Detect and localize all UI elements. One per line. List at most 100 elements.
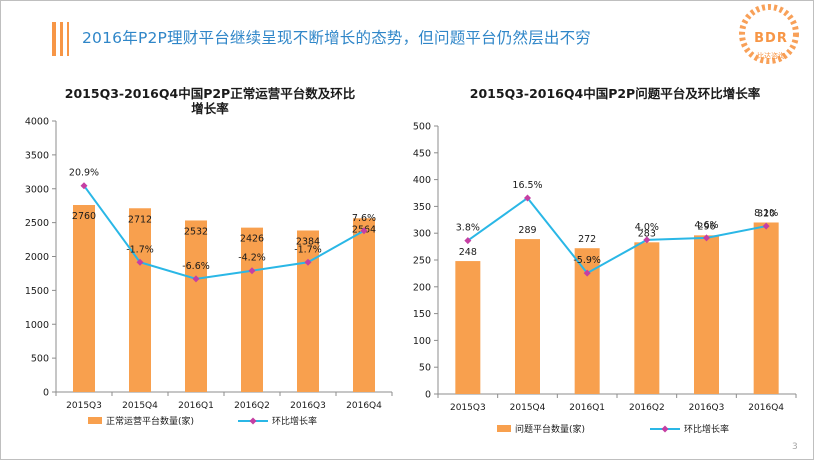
- y-tick-label: 0: [425, 390, 431, 401]
- line-value-label: 7.6%: [352, 213, 376, 224]
- y-tick-label: 50: [419, 363, 431, 374]
- page-number: 3: [792, 442, 798, 452]
- x-tick-label: 2016Q1: [569, 403, 605, 413]
- y-tick-label: 300: [413, 229, 431, 240]
- y-tick-label: 350: [413, 202, 431, 213]
- y-tick-label: 400: [413, 175, 431, 186]
- line-value-label: -6.6%: [182, 261, 210, 272]
- line-point: [304, 258, 312, 266]
- bar: [455, 261, 481, 394]
- y-tick-label: 4000: [25, 117, 49, 128]
- chart-title-problem-platforms: 2015Q3-2016Q4中国P2P问题平台及环比增长率: [420, 86, 810, 101]
- y-tick-label: 2000: [25, 252, 49, 263]
- legend-bar-label: 正常运营平台数量(家): [106, 415, 194, 427]
- bar: [353, 218, 375, 392]
- bar: [185, 220, 207, 392]
- x-tick-label: 2016Q3: [689, 403, 725, 413]
- x-tick-label: 2015Q4: [510, 403, 546, 413]
- legend-bar-label: 问题平台数量(家): [515, 423, 585, 435]
- header-accent-bar: [52, 22, 56, 56]
- x-tick-label: 2016Q4: [748, 403, 784, 413]
- line-value-label: 20.9%: [69, 168, 99, 179]
- growth-line: [83, 185, 365, 280]
- bar: [241, 227, 263, 392]
- bar: [515, 239, 540, 394]
- y-tick-label: 0: [43, 388, 49, 399]
- y-tick-label: 3500: [25, 150, 49, 161]
- legend-line-marker: [661, 425, 669, 433]
- chart-title-line: 2015Q3-2016Q4中国P2P问题平台及环比增长率: [469, 86, 761, 101]
- chart-title-line: 2015Q3-2016Q4中国P2P正常运营平台数及环比: [64, 86, 356, 101]
- x-tick-label: 2016Q4: [346, 401, 382, 411]
- line-point: [248, 267, 256, 275]
- line-value-label: -1.7%: [126, 244, 154, 255]
- y-tick-label: 250: [413, 256, 431, 267]
- bar-value-label: 272: [578, 234, 596, 245]
- x-tick-label: 2016Q2: [234, 401, 270, 411]
- line-point: [643, 236, 651, 244]
- line-point: [80, 182, 88, 190]
- bar-value-label: 2532: [184, 226, 208, 237]
- y-tick-label: 500: [413, 122, 431, 133]
- logo-text: BDR: [754, 31, 788, 46]
- line-value-label: 8.1%: [754, 208, 778, 219]
- line-value-label: 4.0%: [635, 222, 659, 233]
- y-tick-label: 3000: [25, 184, 49, 195]
- line-point: [464, 237, 472, 245]
- x-tick-label: 2016Q3: [290, 401, 326, 411]
- line-value-label: -4.2%: [238, 253, 266, 264]
- legend-bar-swatch: [497, 425, 511, 432]
- bar: [634, 242, 660, 394]
- header-accent-bar: [67, 22, 69, 56]
- line-point: [762, 222, 770, 230]
- bar-value-label: 289: [518, 225, 536, 236]
- y-tick-label: 1500: [25, 286, 49, 297]
- y-tick-label: 450: [413, 148, 431, 159]
- bar-value-label: 2426: [240, 234, 264, 245]
- legend-line-label: 环比增长率: [272, 415, 317, 427]
- chart-title-line: 增长率: [191, 101, 229, 116]
- legend-line-label: 环比增长率: [684, 423, 729, 435]
- y-tick-label: 150: [413, 309, 431, 320]
- line-point: [583, 269, 591, 277]
- x-tick-label: 2016Q2: [629, 403, 665, 413]
- x-tick-label: 2015Q4: [122, 401, 158, 411]
- y-tick-label: 2500: [25, 218, 49, 229]
- bar: [73, 205, 95, 392]
- bdr-logo-icon: [739, 4, 799, 64]
- bar: [694, 235, 719, 394]
- line-value-label: -5.9%: [573, 255, 601, 266]
- bar: [753, 222, 779, 394]
- bar: [297, 230, 319, 392]
- chart-title-normal-platforms: 2015Q3-2016Q4中国P2P正常运营平台数及环比 增长率: [40, 86, 380, 116]
- line-point: [136, 258, 144, 266]
- y-tick-label: 200: [413, 282, 431, 293]
- line-point: [192, 275, 200, 283]
- logo-subtext: 比达咨询: [757, 52, 785, 60]
- x-tick-label: 2016Q1: [178, 401, 214, 411]
- growth-line: [467, 196, 767, 275]
- x-tick-label: 2015Q3: [450, 403, 486, 413]
- x-tick-label: 2015Q3: [66, 401, 102, 411]
- line-value-label: 16.5%: [512, 180, 542, 191]
- slide-title: 2016年P2P理财平台继续呈现不断增长的态势，但问题平台仍然层出不穷: [82, 29, 592, 47]
- line-point: [360, 227, 368, 235]
- legend-bar-swatch: [88, 417, 102, 424]
- bar-value-label: 296: [697, 221, 715, 232]
- bar-value-label: 2760: [72, 211, 96, 222]
- bar-value-label: 320: [757, 208, 775, 219]
- bar-value-label: 2384: [296, 236, 320, 247]
- legend-line-marker: [249, 417, 257, 425]
- line-point: [524, 194, 531, 202]
- header-accent-bar: [60, 22, 63, 56]
- y-tick-label: 1000: [25, 320, 49, 331]
- bar-value-label: 283: [638, 228, 656, 239]
- line-value-label: 4.6%: [694, 220, 718, 231]
- line-value-label: 3.8%: [456, 223, 480, 234]
- line-point: [703, 234, 710, 242]
- y-tick-label: 500: [31, 354, 49, 365]
- y-tick-label: 100: [413, 336, 431, 347]
- bar-value-label: 2712: [128, 214, 152, 225]
